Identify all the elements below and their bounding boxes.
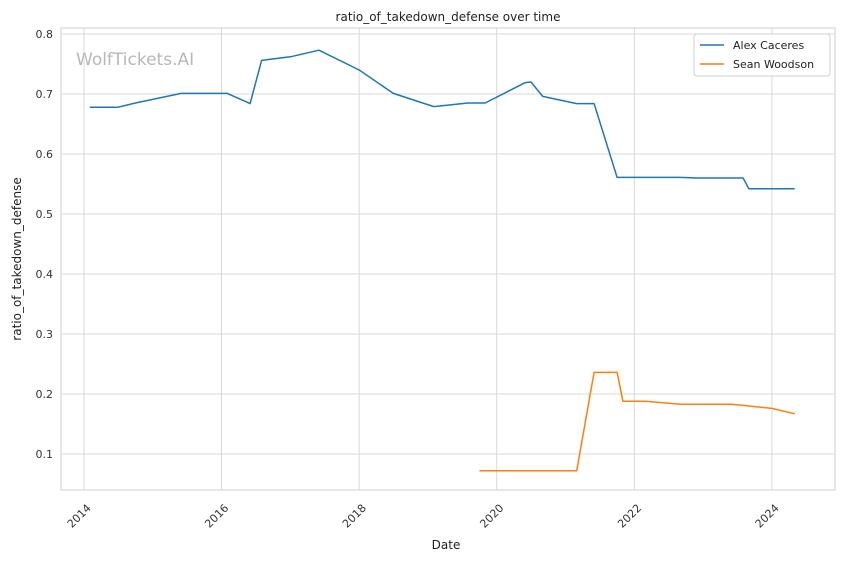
chart-title: ratio_of_takedown_defense over time [336,10,561,24]
y-tick-label: 0.2 [36,388,54,401]
y-axis-ticks: 0.1 0.2 0.3 0.4 0.5 0.6 0.7 0.8 [36,28,54,461]
y-axis-label: ratio_of_takedown_defense [10,177,24,340]
series-line-alex-caceres [89,49,795,190]
legend-label-alex-caceres: Alex Caceres [733,39,804,52]
y-tick-label: 0.7 [36,88,54,101]
y-tick-label: 0.6 [36,148,54,161]
plot-frame [60,27,836,491]
y-tick-label: 0.3 [36,328,54,341]
y-tick-label: 0.1 [36,448,54,461]
y-tick-label: 0.5 [36,208,54,221]
series-layer [89,49,795,472]
legend-box [693,33,831,77]
legend-label-sean-woodson: Sean Woodson [733,58,814,71]
y-tick-label: 0.4 [36,268,54,281]
x-axis-label: Date [432,538,461,552]
watermark: WolfTickets.AI [76,50,194,70]
legend: Alex Caceres Sean Woodson [693,33,831,77]
y-tick-label: 0.8 [36,28,54,41]
series-line-sean-woodson [479,371,795,472]
